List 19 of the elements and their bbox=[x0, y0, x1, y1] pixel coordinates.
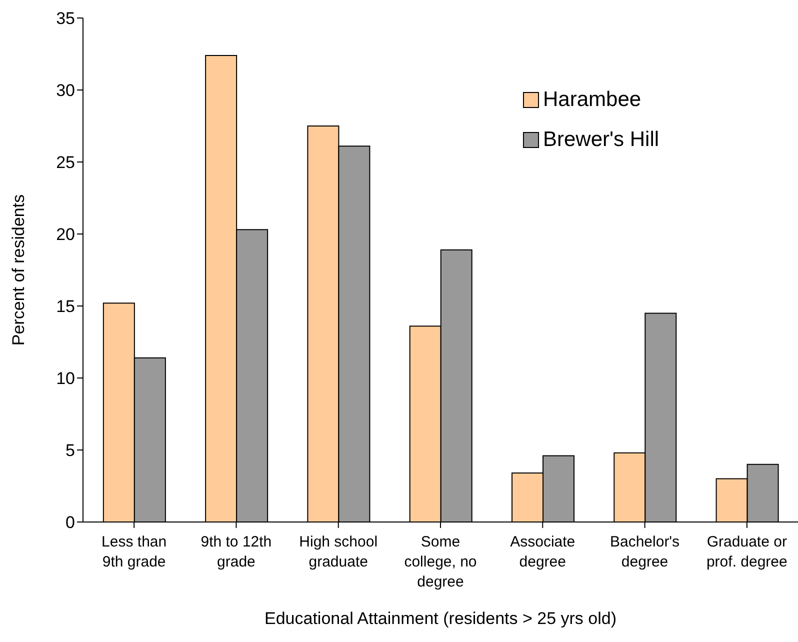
x-tick-label: Less than 9th grade bbox=[102, 534, 167, 571]
x-axis-title: Educational Attainment (residents > 25 yrs old) bbox=[264, 609, 616, 628]
y-axis-title: Percent of residents bbox=[9, 194, 28, 346]
y-tick-label: 0 bbox=[66, 513, 75, 532]
y-tick-label: 15 bbox=[56, 297, 75, 316]
x-tick-label: High school graduate bbox=[299, 534, 378, 571]
x-tick-label: Some college, no degree bbox=[404, 534, 477, 591]
y-tick-label: 20 bbox=[56, 225, 75, 244]
legend-label: Harambee bbox=[543, 88, 642, 112]
y-tick-label: 10 bbox=[56, 369, 75, 388]
legend-label: Brewer's Hill bbox=[543, 128, 660, 152]
y-tick-label: 25 bbox=[56, 153, 75, 172]
x-tick-label: 9th to 12th grade bbox=[200, 534, 272, 571]
x-tick-label: Bachelor's degree bbox=[610, 534, 680, 571]
x-tick-label: Associate degree bbox=[510, 534, 576, 571]
y-tick-label: 5 bbox=[66, 441, 75, 460]
y-tick-label: 30 bbox=[56, 81, 75, 100]
x-tick-label: Graduate or prof. degree bbox=[706, 534, 788, 571]
y-tick-label: 35 bbox=[56, 9, 75, 28]
